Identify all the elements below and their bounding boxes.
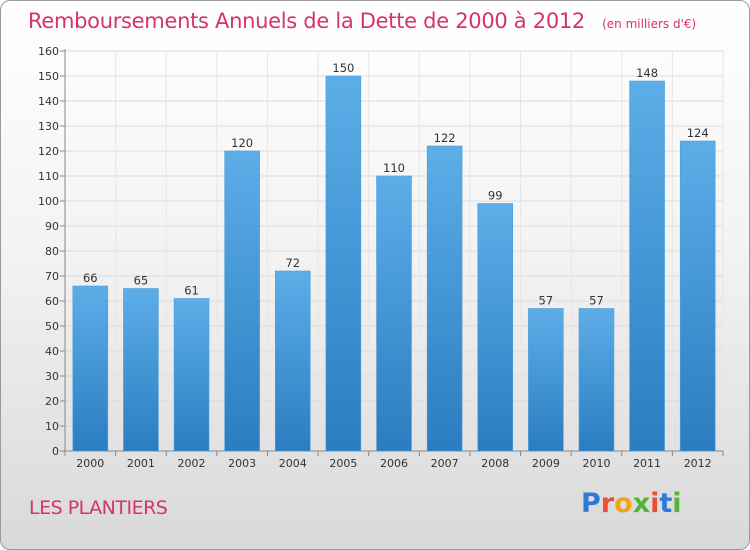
x-tick-label: 2011 (633, 457, 661, 470)
y-tick-label: 100 (38, 195, 59, 208)
data-label: 57 (589, 294, 604, 308)
brand-logo: Proxiti (581, 488, 682, 519)
bar (679, 140, 716, 452)
bar (578, 308, 615, 452)
place-name: LES PLANTIERS (29, 497, 168, 519)
bar (72, 285, 109, 452)
y-tick-label: 20 (45, 395, 59, 408)
x-tick-label: 2005 (329, 457, 357, 470)
data-label: 120 (231, 136, 253, 150)
y-tick-label: 10 (45, 420, 59, 433)
x-tick-label: 2003 (228, 457, 256, 470)
bar (629, 80, 665, 452)
data-labels: 66 65 61 120 72 150 110 122 99 57 57 148 124 (83, 61, 709, 308)
bar (477, 203, 513, 452)
data-label: 122 (434, 131, 456, 145)
title-row: Remboursements Annuels de la Dette de 20… (28, 9, 696, 33)
data-label: 66 (83, 271, 98, 285)
data-label: 148 (636, 66, 658, 80)
data-label: 61 (184, 284, 199, 298)
x-tick-label: 2007 (431, 457, 459, 470)
chart-title: Remboursements Annuels de la Dette de 20… (28, 9, 585, 33)
y-tick-label: 160 (38, 45, 59, 58)
y-tick-label: 30 (45, 370, 59, 383)
bar (325, 75, 362, 452)
bar (123, 288, 159, 452)
x-tick-label: 2012 (684, 457, 712, 470)
x-tick-label: 2001 (127, 457, 155, 470)
y-tick-label: 0 (52, 445, 59, 458)
brand-letter: x (632, 488, 651, 519)
x-tick-label: 2009 (532, 457, 560, 470)
x-tick-label: 2000 (76, 457, 104, 470)
brand-letter: o (614, 488, 633, 519)
brand-letter: i (672, 488, 682, 519)
y-tick-label: 130 (38, 120, 59, 133)
y-tick-label: 120 (38, 145, 59, 158)
bar (173, 298, 210, 452)
x-tick-label: 2010 (582, 457, 610, 470)
x-tick-label: 2002 (178, 457, 206, 470)
y-tick-label: 90 (45, 220, 59, 233)
bar (224, 150, 260, 452)
bars (72, 75, 716, 452)
data-label: 65 (134, 274, 149, 288)
y-tick-label: 110 (38, 170, 59, 183)
y-tick-label: 60 (45, 295, 59, 308)
brand-letter: i (650, 488, 660, 519)
y-tick-label: 150 (38, 70, 59, 83)
x-tick-label: 2004 (279, 457, 307, 470)
y-tick-label: 140 (38, 95, 59, 108)
y-tick-label: 40 (45, 345, 59, 358)
x-tick-label: 2008 (481, 457, 509, 470)
bar (376, 175, 412, 452)
brand-letter: t (659, 488, 673, 519)
bar (275, 270, 311, 452)
chart-subtitle: (en milliers d'€) (602, 17, 697, 31)
y-tick-label: 80 (45, 245, 59, 258)
bar (426, 145, 463, 452)
y-tick-label: 50 (45, 320, 59, 333)
data-label: 124 (687, 126, 709, 140)
data-label: 150 (332, 61, 354, 75)
data-label: 57 (539, 294, 554, 308)
bar (528, 308, 564, 452)
tick-labels: 0 10 20 30 40 50 60 70 80 90 100 110 120 130 140 150 160… (38, 45, 712, 470)
x-tick-label: 2006 (380, 457, 408, 470)
data-label: 99 (488, 189, 503, 203)
data-label: 72 (285, 256, 300, 270)
y-tick-label: 70 (45, 270, 59, 283)
brand-letter: P (581, 488, 601, 519)
data-label: 110 (383, 161, 405, 175)
brand-letter: r (600, 488, 615, 519)
